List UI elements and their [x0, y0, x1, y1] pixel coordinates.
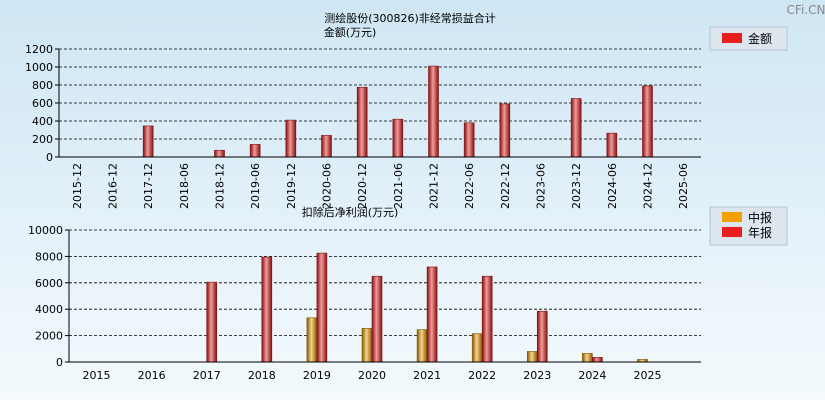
- chart-1-x-tick-label: 2020-06: [321, 163, 334, 209]
- chart-1-y-tick-labels: 0 200 400 600 800 1000 1200: [25, 43, 53, 164]
- chart-2-legend-label-0: 中报: [748, 210, 772, 225]
- chart-1-x-tick-label: 2023-12: [570, 163, 583, 209]
- chart-1-x-tick-label: 2018-06: [178, 163, 191, 209]
- chart-2-legend-swatch-0: [722, 212, 742, 222]
- chart-1-bar-金额-2020-12: [356, 86, 368, 158]
- chart-2-bar-年报-2018: [261, 256, 273, 363]
- chart-2-bar-中报-2019: [306, 317, 318, 363]
- chart-1-x-tick-label: 2018-12: [214, 163, 227, 209]
- chart-1-x-tick-label: 2021-06: [392, 163, 405, 209]
- chart-1-x-tick-label: 2015-12: [71, 163, 84, 209]
- chart-2-legend: 中报 年报: [709, 206, 788, 246]
- chart-2-x-tick-label: 2016: [138, 369, 166, 382]
- chart-1-bar-金额-2021-06: [392, 118, 404, 158]
- chart-1-x-tick-label: 2025-06: [677, 163, 690, 209]
- chart-2-bar-年报-2020: [371, 275, 383, 363]
- chart-1-axes: [55, 48, 701, 158]
- chart-1-x-tick-label: 2019-06: [249, 163, 262, 209]
- chart-1-x-tick-label: 2022-12: [499, 163, 512, 209]
- chart-2-bar-中报-2020: [361, 328, 373, 363]
- chart-1-x-tick-labels: 2015-12 2016-12 2017-12 2018-06 2018-12 2019-…: [71, 163, 690, 209]
- chart-1-x-tick-label: 2024-06: [606, 163, 619, 209]
- chart-2-legend-label-1: 年报: [748, 225, 772, 240]
- chart-1-bar-金额-2020-06: [321, 135, 332, 158]
- chart-1-x-tick-label: 2016-12: [107, 163, 120, 209]
- chart-1-legend: 金额: [709, 26, 788, 51]
- chart-2-x-tick-label: 2015: [83, 369, 111, 382]
- chart-2-x-tick-labels: 2015 2016 2017 2018 2019 2020 2021 2022 2023 2024…: [83, 369, 662, 382]
- chart-2-x-tick-label: 2019: [303, 369, 331, 382]
- chart-1-bars: [142, 65, 653, 158]
- chart-2-legend-swatch-1: [722, 227, 742, 237]
- chart-2-bar-中报-2021: [416, 329, 428, 363]
- chart-1-x-tick-label: 2020-12: [356, 163, 369, 209]
- chart-2-y-tick-label: 6000: [35, 277, 63, 290]
- chart-2-x-tick-label: 2022: [468, 369, 496, 382]
- chart-2-y-tick-label: 8000: [35, 250, 63, 263]
- chart-1-legend-label-0: 金额: [748, 31, 772, 46]
- chart-2-x-tick-label: 2017: [193, 369, 221, 382]
- chart-1-bar-金额-2019-06: [249, 144, 261, 158]
- chart-2-bar-年报-2019: [316, 252, 328, 363]
- chart-1-y-tick-label: 0: [46, 151, 53, 164]
- chart-2-bar-中报-2024: [582, 353, 593, 363]
- chart-1-bar-金额-2018-12: [214, 149, 225, 158]
- chart-2-axes: [65, 229, 701, 363]
- chart-2-x-tick-label: 2021: [413, 369, 441, 382]
- chart-2-bar-中报-2023: [526, 351, 538, 363]
- chart-1-bar-金额-2021-12: [428, 65, 439, 158]
- chart-2-bar-年报-2017: [206, 281, 218, 363]
- chart-1-bar-金额-2024-06: [606, 132, 618, 158]
- chart-1-legend-swatch-0: [722, 33, 742, 43]
- chart-1-x-tick-label: 2024-12: [642, 163, 655, 209]
- chart-1-bar-金额-2017-12: [142, 125, 154, 158]
- chart-1-grid: [59, 48, 701, 140]
- chart-2-x-tick-label: 2025: [633, 369, 661, 382]
- chart-2-y-tick-label: 0: [56, 356, 63, 369]
- chart-1-y-tick-label: 1000: [25, 61, 53, 74]
- chart-1-bar-金额-2022-06: [463, 122, 475, 158]
- chart-2-x-tick-label: 2018: [248, 369, 276, 382]
- chart-2-y-tick-label: 4000: [35, 303, 63, 316]
- chart-1-x-tick-label: 2022-06: [463, 163, 476, 209]
- chart-1-x-tick-label: 2017-12: [142, 163, 155, 209]
- chart-2-y-tick-labels: 0 2000 4000 6000 8000 10000: [28, 224, 63, 369]
- chart-2-y-tick-label: 2000: [35, 330, 63, 343]
- chart-2-y-tick-label: 10000: [28, 224, 63, 237]
- chart-1-bar-金额-2019-12: [285, 119, 297, 158]
- chart-1-y-tick-label: 1200: [25, 43, 53, 56]
- chart-1-y-tick-label: 800: [32, 79, 53, 92]
- chart-1-x-tick-label: 2021-12: [428, 163, 441, 209]
- chart-1-y-tick-label: 200: [32, 133, 53, 146]
- chart-1-x-tick-label: 2023-06: [535, 163, 548, 209]
- chart-2-x-tick-label: 2020: [358, 369, 386, 382]
- chart-1-y-tick-label: 400: [32, 115, 53, 128]
- chart-2-grid: [69, 229, 701, 337]
- chart-2-x-tick-label: 2023: [523, 369, 551, 382]
- chart-2-bar-年报-2024: [592, 357, 603, 363]
- chart-1-bar-金额-2023-12: [570, 98, 582, 158]
- chart-2-x-tick-label: 2024: [578, 369, 606, 382]
- chart-1-bar-金额-2022-12: [499, 103, 511, 158]
- chart-1-x-tick-label: 2019-12: [285, 163, 298, 209]
- chart-2-bar-年报-2023: [536, 310, 548, 363]
- chart-1-nonrecurring: 测绘股份(300826)非经常损益合计 金额(万元) 0 200 400 600 800…: [25, 11, 788, 209]
- chart-2-title: 扣除后净利润(万元): [302, 205, 399, 219]
- chart-1-legend-box: [709, 26, 788, 51]
- chart-2-bars: [206, 252, 648, 363]
- chart-1-bar-金额-2024-12: [642, 85, 653, 158]
- chart-1-title: 测绘股份(300826)非经常损益合计: [324, 11, 496, 25]
- chart-2-bar-年报-2021: [426, 266, 438, 363]
- chart-1-subtitle: 金额(万元): [324, 25, 377, 39]
- watermark: CFi.CN: [787, 3, 825, 17]
- chart-2-bar-年报-2022: [481, 275, 493, 363]
- chart-2-bar-中报-2022: [471, 333, 483, 363]
- chart-1-y-tick-label: 600: [32, 97, 53, 110]
